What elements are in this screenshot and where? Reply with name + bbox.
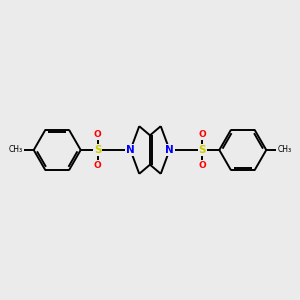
Text: CH₃: CH₃ bbox=[278, 146, 292, 154]
Text: S: S bbox=[94, 145, 102, 155]
Text: O: O bbox=[94, 130, 102, 139]
Text: O: O bbox=[94, 161, 102, 170]
Text: CH₃: CH₃ bbox=[8, 146, 22, 154]
Text: S: S bbox=[198, 145, 206, 155]
Text: O: O bbox=[198, 130, 206, 139]
Text: N: N bbox=[165, 145, 174, 155]
Text: N: N bbox=[126, 145, 135, 155]
Text: O: O bbox=[198, 161, 206, 170]
